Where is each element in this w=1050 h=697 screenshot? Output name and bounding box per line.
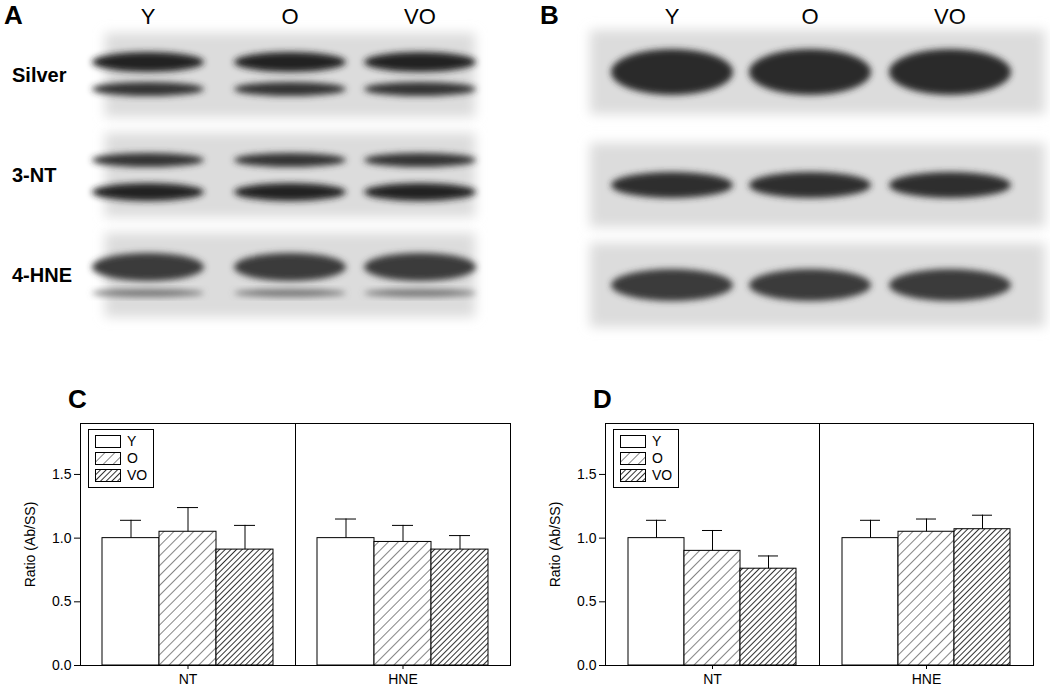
svg-text:1.5: 1.5 (52, 466, 72, 482)
html-text:O: O (127, 450, 138, 466)
svg-text:1.5: 1.5 (577, 466, 597, 482)
svg-text:1.0: 1.0 (577, 530, 597, 546)
html-text:O: O (652, 450, 663, 466)
svg-text:4-HNE: 4-HNE (12, 264, 72, 286)
svg-text:3-NT: 3-NT (12, 164, 56, 186)
svg-text:Y: Y (665, 4, 680, 29)
svg-text:Ratio (Ab/SS): Ratio (Ab/SS) (547, 502, 563, 588)
svg-text:NT: NT (179, 671, 198, 687)
svg-text:NT: NT (703, 671, 722, 687)
svg-text:HNE: HNE (388, 671, 418, 687)
html-text:VO: VO (652, 467, 673, 483)
html-text:Y: Y (127, 433, 137, 449)
svg-text:HNE: HNE (912, 671, 942, 687)
html-text:VO: VO (127, 467, 148, 483)
svg-text:VO: VO (404, 4, 436, 29)
svg-text:A: A (4, 0, 23, 30)
svg-text:0.0: 0.0 (52, 657, 72, 673)
svg-text:VO: VO (934, 4, 966, 29)
html-text:D: D (593, 384, 612, 414)
svg-text:O: O (281, 4, 298, 29)
svg-text:Ratio (Ab/SS): Ratio (Ab/SS) (22, 502, 38, 588)
html-text:C: C (68, 384, 87, 414)
svg-text:O: O (801, 4, 818, 29)
svg-text:Y: Y (141, 4, 156, 29)
svg-text:0.5: 0.5 (577, 593, 597, 609)
svg-text:0.5: 0.5 (52, 593, 72, 609)
html-text:Y: Y (652, 433, 662, 449)
svg-text:0.0: 0.0 (577, 657, 597, 673)
svg-text:B: B (540, 0, 559, 30)
svg-text:1.0: 1.0 (52, 530, 72, 546)
svg-text:Silver: Silver (12, 64, 67, 86)
